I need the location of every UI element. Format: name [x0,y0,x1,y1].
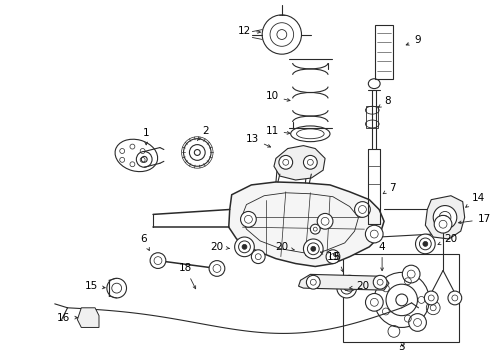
Text: 3: 3 [398,342,405,352]
Circle shape [409,314,426,331]
Circle shape [326,250,340,264]
Circle shape [235,237,254,257]
Circle shape [107,278,126,298]
Circle shape [424,291,438,305]
Text: 1: 1 [143,128,149,145]
Text: 7: 7 [383,183,395,194]
Bar [343,254,459,342]
Text: 4: 4 [379,242,386,271]
Circle shape [433,206,457,229]
Circle shape [402,265,420,283]
Text: 20: 20 [210,242,229,252]
Text: 17: 17 [459,214,490,224]
Text: 20: 20 [275,242,294,252]
Text: 16: 16 [57,312,77,323]
Polygon shape [77,308,99,328]
Text: 8: 8 [378,96,392,107]
Bar [375,25,393,79]
Text: 11: 11 [266,126,290,136]
Text: 12: 12 [238,26,261,36]
Text: 10: 10 [266,91,290,102]
Text: 13: 13 [245,134,270,147]
Circle shape [317,213,333,229]
Circle shape [311,246,316,251]
Circle shape [209,261,225,276]
Text: 2: 2 [197,126,208,141]
Circle shape [342,275,358,291]
Circle shape [241,211,256,227]
Circle shape [366,225,383,243]
Bar [367,106,378,128]
Circle shape [423,242,428,246]
Text: 20: 20 [438,234,458,245]
Text: 15: 15 [84,281,105,291]
Circle shape [242,244,247,249]
Circle shape [279,156,293,169]
Circle shape [150,253,166,269]
Text: 9: 9 [406,35,421,45]
Circle shape [448,291,462,305]
Circle shape [262,15,301,54]
Text: 19: 19 [320,252,340,262]
Circle shape [337,278,357,298]
Circle shape [303,156,317,169]
Text: 20: 20 [349,281,369,291]
Circle shape [434,215,452,233]
Circle shape [373,275,387,289]
Polygon shape [298,274,389,290]
Circle shape [416,234,435,254]
Circle shape [303,239,323,258]
Circle shape [81,310,97,325]
Circle shape [251,250,265,264]
Text: 6: 6 [140,234,149,251]
Polygon shape [229,182,384,266]
Text: 5: 5 [334,252,343,272]
Circle shape [310,224,320,234]
Circle shape [344,286,349,291]
Circle shape [306,275,320,289]
Circle shape [366,293,383,311]
Polygon shape [425,196,465,239]
Text: 18: 18 [179,264,196,289]
Polygon shape [242,193,359,253]
Text: 14: 14 [466,193,485,207]
Polygon shape [274,145,325,180]
Circle shape [355,202,370,217]
